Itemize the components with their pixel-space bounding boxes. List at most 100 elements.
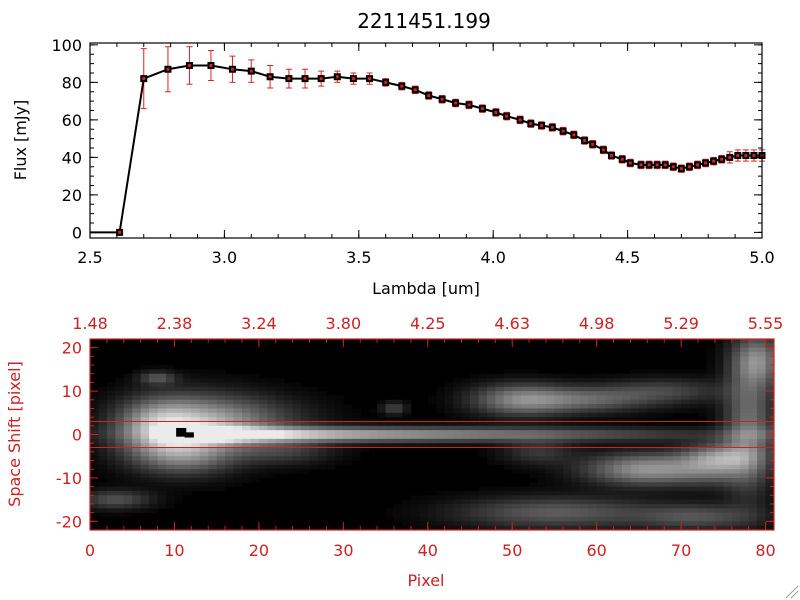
image-pixel <box>714 477 724 483</box>
image-pixel <box>740 382 750 388</box>
image-pixel <box>571 378 581 383</box>
resize-grip[interactable] <box>785 585 799 599</box>
image-pixel <box>216 391 226 396</box>
image-pixel <box>267 425 277 431</box>
image-pixel <box>123 425 133 431</box>
image-pixel <box>284 434 294 440</box>
image-pixel <box>301 447 310 453</box>
image-pixel <box>166 417 175 422</box>
image-pixel <box>394 404 403 409</box>
image-pixel <box>630 451 640 457</box>
image-pixel <box>537 516 547 522</box>
image-pixel <box>630 469 640 474</box>
image-pixel <box>495 516 505 522</box>
image-pixel <box>123 417 133 422</box>
image-pixel <box>588 451 598 457</box>
image-pixel <box>292 447 302 453</box>
image-pixel <box>647 404 657 409</box>
image-pixel <box>512 486 522 492</box>
image-pixel <box>470 404 479 409</box>
image-pixel <box>546 486 555 492</box>
image-pixel <box>672 477 682 483</box>
image-pixel <box>630 421 640 427</box>
image-pixel <box>478 434 488 440</box>
image-pixel <box>740 395 750 401</box>
image-pixel <box>622 373 631 379</box>
image-pixel <box>98 495 108 501</box>
image-pixel <box>740 343 750 349</box>
image-pixel <box>740 495 750 501</box>
image-pixel <box>647 447 657 453</box>
image-pixel <box>166 499 175 505</box>
image-pixel <box>613 391 623 396</box>
image-pixel <box>529 373 538 379</box>
image-pixel <box>562 495 572 501</box>
image-pixel <box>655 451 665 457</box>
image-pixel <box>757 430 766 435</box>
image-pixel <box>258 399 268 405</box>
image-pixel <box>664 486 674 492</box>
image-pixel <box>655 404 665 409</box>
image-pixel <box>655 473 665 479</box>
image-pixel <box>706 495 716 501</box>
image-pixel <box>486 412 496 418</box>
image-pixel <box>115 456 125 461</box>
flux-point-center <box>287 77 291 81</box>
image-pixel <box>140 490 150 496</box>
image-pixel <box>765 464 775 470</box>
image-pixel <box>495 417 505 422</box>
image-pixel <box>351 438 361 444</box>
image-pixel <box>495 425 505 431</box>
image-pixel <box>419 495 429 501</box>
image-pixel <box>115 408 125 414</box>
image-pixel <box>714 391 724 396</box>
image-pixel <box>579 391 589 396</box>
image-pixel <box>309 443 319 448</box>
image-pixel <box>208 425 218 431</box>
image-pixel <box>706 408 716 414</box>
image-pixel <box>216 460 226 466</box>
image-pixel <box>503 490 513 496</box>
image-pixel <box>571 386 581 392</box>
image-pixel <box>748 447 758 453</box>
image-pixel <box>765 421 775 427</box>
image-pixel <box>613 508 623 514</box>
image-pixel <box>166 373 175 379</box>
image-pixel <box>757 417 766 422</box>
image-pixel <box>740 399 750 405</box>
image-pixel <box>714 412 724 418</box>
image-pixel <box>529 421 538 427</box>
image-pixel <box>698 486 707 492</box>
image-pixel <box>740 412 750 418</box>
image-pixel <box>444 408 454 414</box>
image-pixel <box>157 456 167 461</box>
image-pixel <box>199 421 209 427</box>
image-pixel <box>225 434 234 440</box>
image-pixel <box>571 508 581 514</box>
image-pixel <box>149 373 158 379</box>
image-pixel <box>351 456 361 461</box>
image-pixel <box>605 451 614 457</box>
image-pixel <box>503 373 513 379</box>
image-pixel <box>647 425 657 431</box>
image-pixel <box>689 425 699 431</box>
image-pixel <box>512 399 522 405</box>
image-pixel <box>427 425 437 431</box>
image-pixel <box>664 499 674 505</box>
image-pixel <box>714 456 724 461</box>
image-pixel <box>444 490 454 496</box>
image-pixel <box>292 408 302 414</box>
image-pixel <box>579 386 589 392</box>
image-pixel <box>613 495 623 501</box>
image-pixel <box>199 382 209 388</box>
image-pixel <box>731 486 741 492</box>
image-pixel <box>512 443 522 448</box>
image-pixel <box>292 421 302 427</box>
image-pixel <box>166 495 175 501</box>
image-pixel <box>98 499 108 505</box>
image-pixel <box>622 443 631 448</box>
image-pixel <box>166 447 175 453</box>
image-pixel <box>512 469 522 474</box>
image-pixel <box>706 456 716 461</box>
flux-point-center <box>467 103 471 107</box>
